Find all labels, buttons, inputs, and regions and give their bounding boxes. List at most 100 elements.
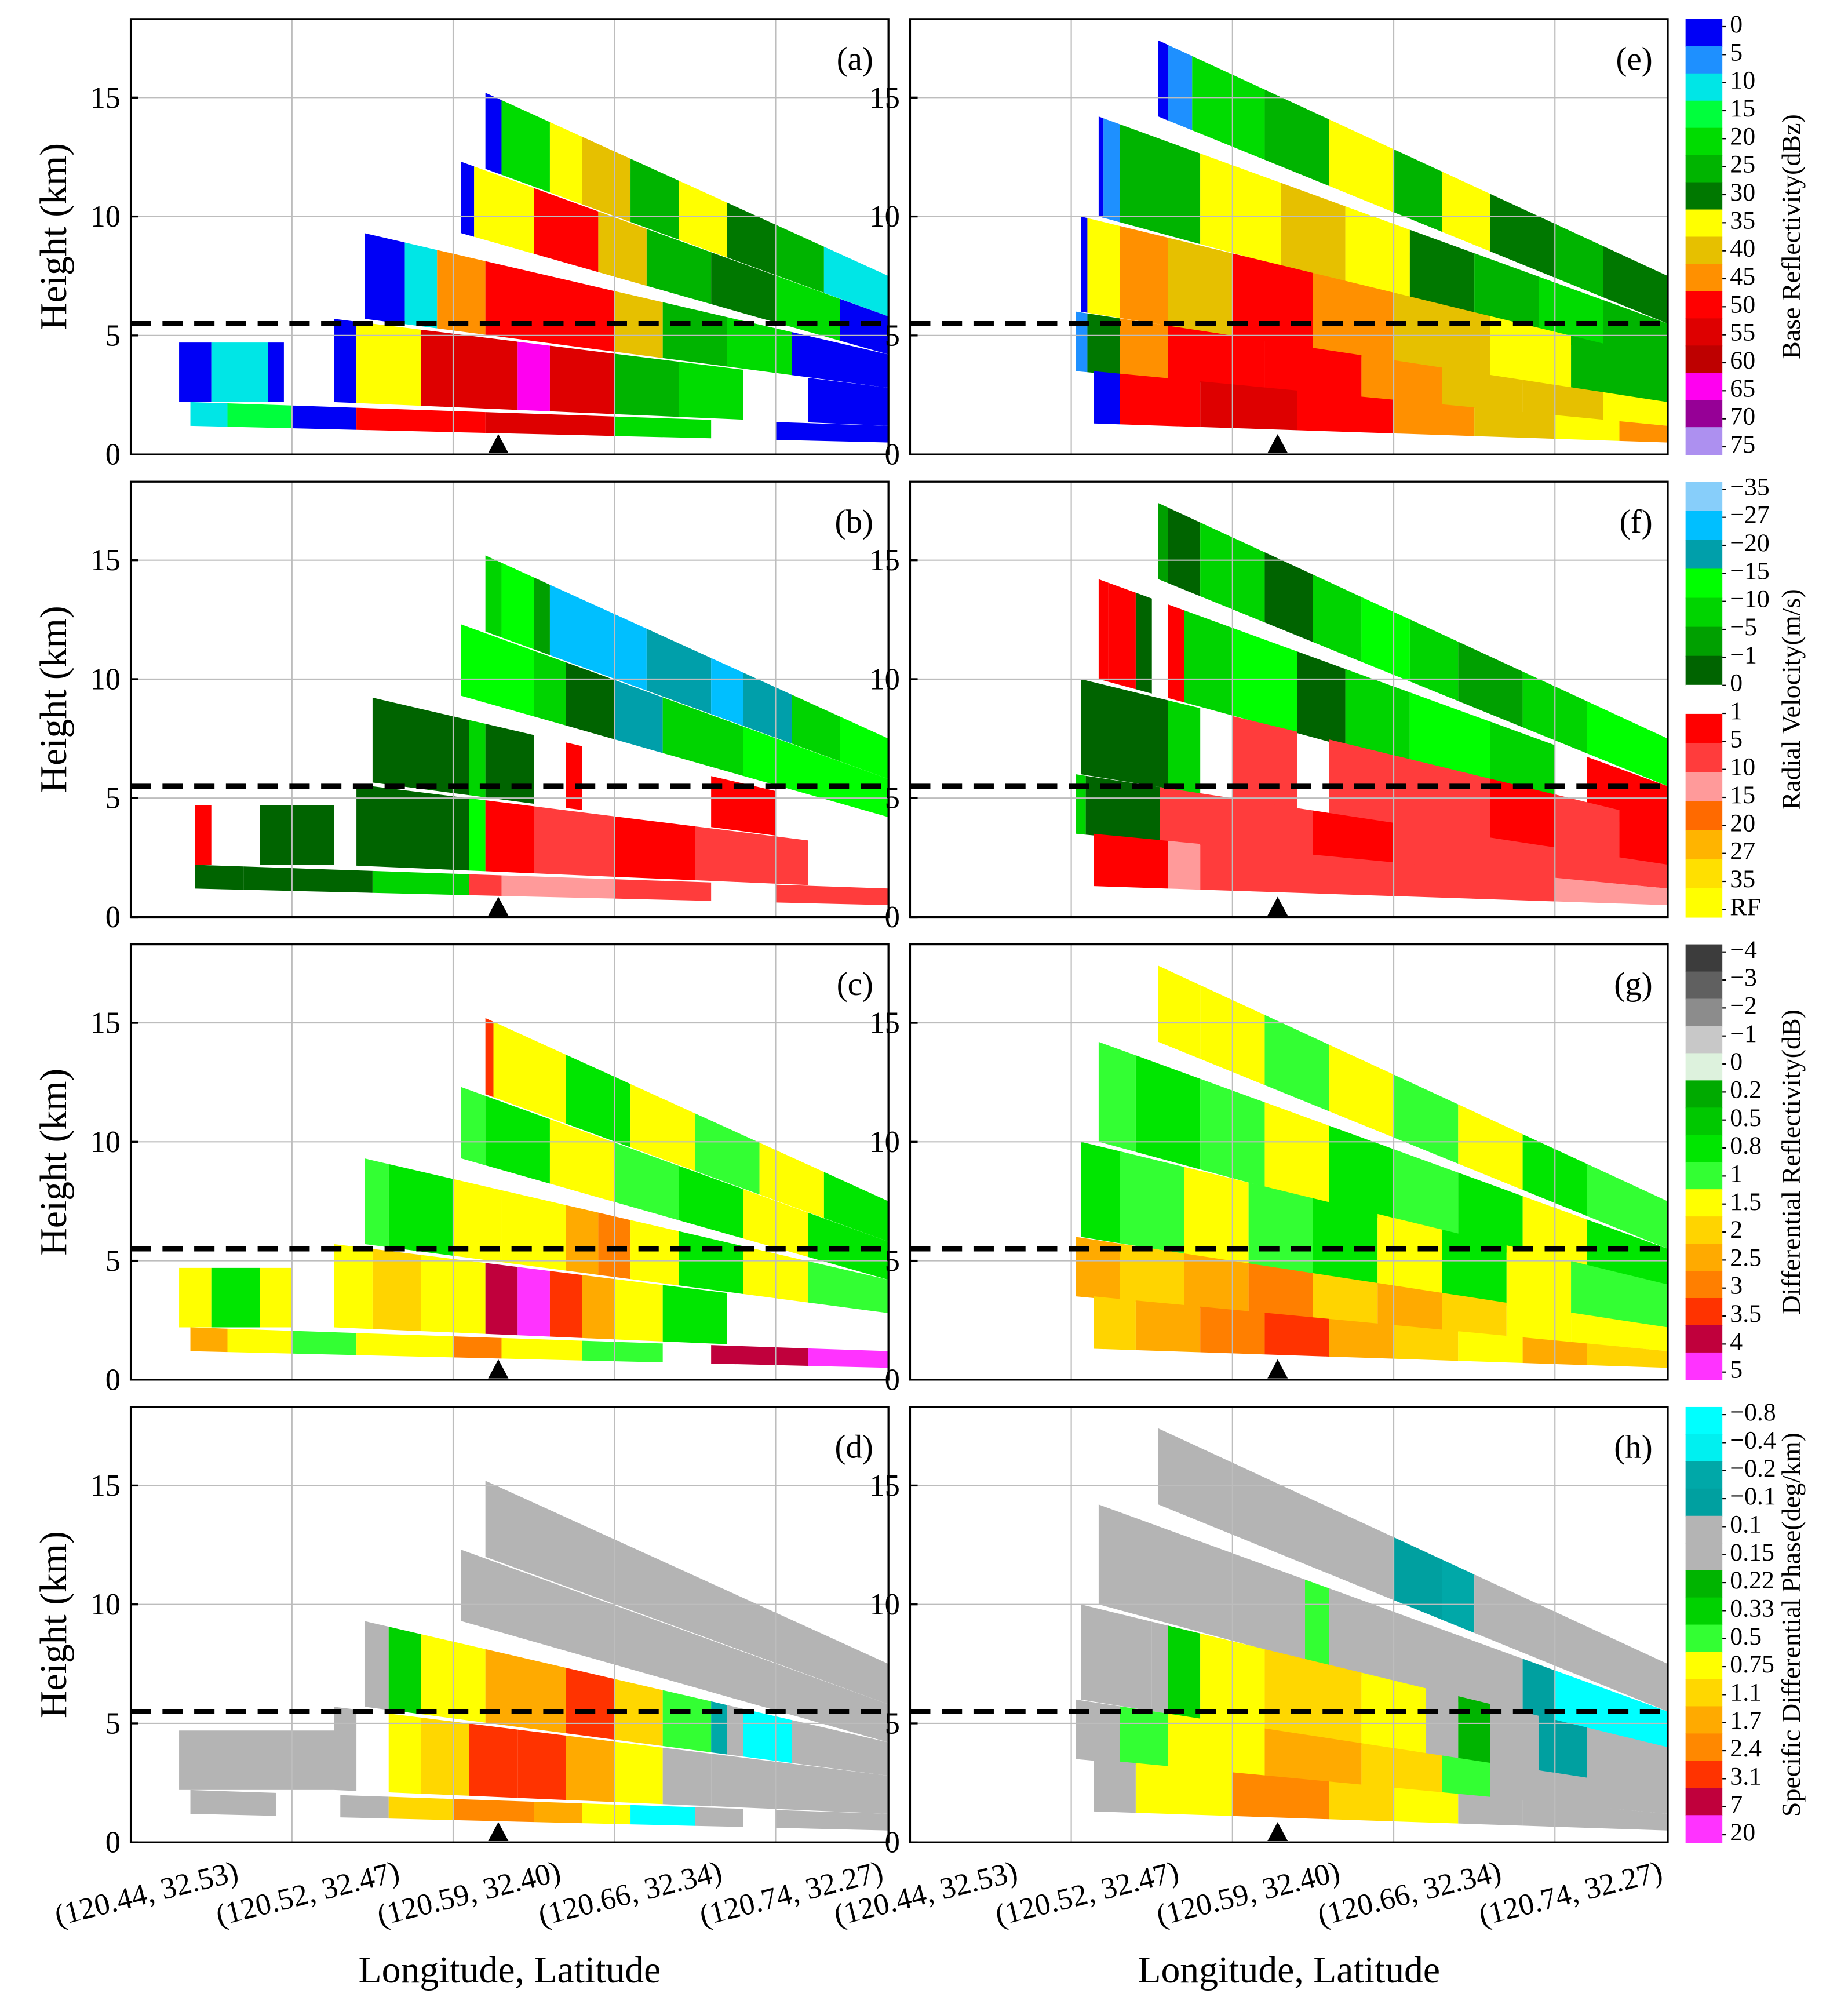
colorbar-tick-label: −0.4 <box>1730 1426 1776 1454</box>
data-cell <box>243 866 308 892</box>
data-cell <box>630 1084 695 1171</box>
data-cell <box>1264 1649 1362 1745</box>
data-cell <box>1313 273 1394 363</box>
data-cell <box>792 694 840 761</box>
y-tick-label: 0 <box>105 438 121 472</box>
data-cell <box>1619 421 1668 443</box>
y-tick-label: 15 <box>90 1469 121 1503</box>
colorbar-swatch <box>1685 1570 1723 1598</box>
colorbar-swatch <box>1685 400 1723 428</box>
data-cell <box>260 1267 292 1328</box>
panel: 0 5 10 15 (f) <box>869 480 1669 934</box>
y-axis-label: Height (km) <box>32 143 75 330</box>
data-cell <box>1458 1696 1490 1766</box>
data-cell <box>1329 1588 1523 1720</box>
panel: 0 5 10 15 (c) Height (km) <box>32 943 890 1397</box>
data-cell <box>179 1267 212 1328</box>
colorbar-tick-label: 25 <box>1730 151 1755 178</box>
colorbar-tick-label: 0 <box>1730 10 1743 38</box>
colorbar-swatch <box>1685 1244 1723 1272</box>
data-cell <box>1168 238 1233 337</box>
data-cell <box>1490 1704 1539 1774</box>
colorbar-swatch <box>1685 1325 1723 1353</box>
data-cell <box>334 319 357 403</box>
data-cell <box>1329 739 1394 825</box>
colorbar-swatch <box>1685 236 1723 265</box>
colorbar-tick-label: 65 <box>1730 374 1755 402</box>
colorbar-swatch <box>1685 1352 1723 1380</box>
data-cell <box>1168 1625 1201 1719</box>
data-cell <box>1184 1253 1249 1313</box>
data-cell <box>775 422 889 443</box>
data-cell <box>679 362 743 420</box>
colorbar-swatch <box>1685 1624 1723 1653</box>
radar-marker <box>488 434 509 453</box>
colorbar-tick-label: −27 <box>1730 501 1769 529</box>
data-cell <box>1248 1263 1313 1318</box>
colorbar-swatch <box>1685 73 1723 101</box>
radar-marker <box>488 896 509 916</box>
y-tick-label: 0 <box>105 1826 121 1860</box>
colorbar-tick-label: 3.5 <box>1730 1300 1762 1328</box>
data-cell <box>614 816 695 880</box>
data-cell <box>1081 216 1088 313</box>
colorbar-swatch <box>1685 859 1723 889</box>
data-cell <box>517 1729 566 1800</box>
colorbar-swatch <box>1685 291 1723 319</box>
data-cell <box>1442 367 1523 413</box>
data-cell <box>1490 778 1555 851</box>
x-axis-label: Longitude, Latitude <box>359 1949 661 1991</box>
data-cell <box>1619 810 1668 870</box>
colorbar-swatch <box>1685 655 1723 686</box>
data-cell <box>1200 381 1297 431</box>
data-cell <box>1587 701 1668 786</box>
colorbar: −4−3−2−100.20.50.811.522.533.545 Differen… <box>1685 936 1806 1384</box>
colorbar-swatch <box>1685 100 1723 129</box>
data-cell <box>453 1179 502 1262</box>
data-cell <box>179 1730 334 1790</box>
data-cell <box>1158 503 1168 584</box>
data-cell <box>461 1087 486 1165</box>
data-cell <box>727 202 776 275</box>
axes-frame <box>909 943 1669 1381</box>
data-cell <box>792 332 889 388</box>
data-cell <box>1329 1125 1394 1222</box>
data-cell <box>334 1244 373 1329</box>
colorbar-swatch <box>1685 597 1723 628</box>
colorbar-label: Specific Differential Phase(deg/km) <box>1776 1433 1806 1817</box>
colorbar-tick-label: 55 <box>1730 319 1755 347</box>
colorbar-tick-label: 1 <box>1730 1160 1743 1187</box>
y-tick-label: 15 <box>90 1007 121 1040</box>
data-cell <box>549 1271 582 1338</box>
colorbar-tick-label: 15 <box>1730 94 1755 122</box>
colorbar-swatch <box>1685 772 1723 802</box>
data-cell <box>534 650 566 726</box>
data-cell <box>1394 1325 1459 1361</box>
data-cell <box>614 1741 663 1805</box>
colorbar-swatch <box>1685 801 1723 831</box>
data-cell <box>1555 1719 1587 1782</box>
data-cell <box>679 180 727 258</box>
colorbar-swatch <box>1685 1515 1723 1544</box>
data-cell <box>356 784 469 871</box>
colorbar-tick-label: −15 <box>1730 557 1769 585</box>
data-cell <box>1248 1182 1313 1275</box>
data-cell <box>679 1165 743 1239</box>
data-cell <box>485 412 615 436</box>
data-cell <box>190 402 228 427</box>
data-cell <box>1232 1772 1329 1820</box>
data-cell <box>711 252 776 323</box>
colorbar-tick-label: 20 <box>1730 809 1755 837</box>
data-cell <box>356 407 486 433</box>
data-cell <box>1313 574 1362 662</box>
y-tick-label: 0 <box>885 901 900 934</box>
colorbar-tick-label: 75 <box>1730 431 1755 458</box>
data-cell <box>1442 867 1555 902</box>
colorbar-swatch <box>1685 1761 1723 1789</box>
data-cell <box>1264 89 1329 186</box>
axes-frame <box>129 18 890 455</box>
colorbar-swatch <box>1685 626 1723 657</box>
colorbar-swatch <box>1685 1733 1723 1762</box>
y-tick-label: 5 <box>885 782 900 815</box>
